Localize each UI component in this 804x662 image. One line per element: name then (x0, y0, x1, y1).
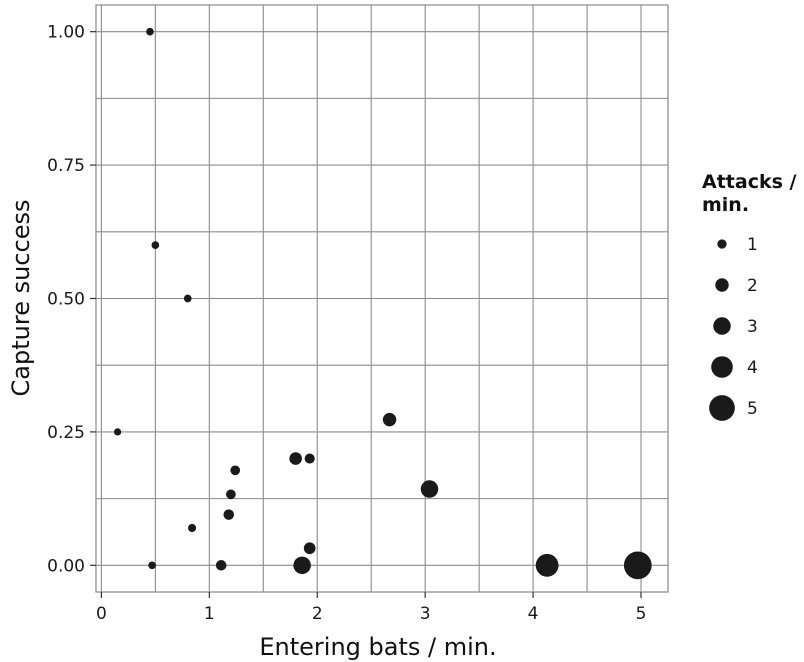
data-point (293, 556, 311, 575)
grid-lines (96, 5, 668, 592)
y-tick-label: 1.00 (47, 23, 85, 43)
legend-label: 3 (747, 317, 758, 337)
legend-key-circle (717, 239, 727, 249)
data-point (223, 509, 235, 520)
legend-label: 5 (747, 399, 758, 419)
data-point (303, 542, 316, 555)
y-tick-label: 0.50 (47, 290, 85, 310)
y-tick-label: 0.75 (47, 156, 85, 176)
data-points (113, 27, 652, 580)
legend-label: 2 (747, 276, 758, 296)
data-point (230, 465, 241, 476)
legend: Attacks /min. 1 2 3 4 5 (702, 171, 797, 421)
legend-label: 4 (747, 358, 758, 378)
data-point (183, 294, 192, 303)
data-point (148, 561, 156, 570)
x-tick-label: 5 (636, 604, 647, 624)
legend-label: 1 (747, 235, 758, 255)
data-point (113, 428, 122, 436)
data-point (289, 452, 302, 465)
legend-key-circle (713, 317, 731, 335)
data-point (382, 412, 397, 427)
legend-key-circle (711, 356, 733, 378)
data-point (420, 480, 439, 498)
axis-ticks: 0 1 2 3 4 5 0.00 0.25 0.50 0.75 1.00 (47, 23, 646, 624)
data-point (146, 27, 154, 36)
x-tick-label: 2 (312, 604, 323, 624)
x-tick-label: 4 (528, 604, 539, 624)
data-point (226, 489, 236, 500)
y-tick-label: 0.25 (47, 423, 85, 443)
x-tick-label: 1 (204, 604, 215, 624)
y-axis-title: Capture success (7, 200, 35, 397)
legend-title: min. (702, 194, 749, 216)
legend-title: Attacks / (702, 171, 797, 193)
data-point (151, 241, 160, 249)
x-tick-label: 3 (420, 604, 431, 624)
legend-key-circle (709, 395, 735, 421)
x-axis-title: Entering bats / min. (259, 633, 496, 661)
y-tick-label: 0.00 (47, 556, 85, 576)
legend-key-circle (715, 278, 729, 292)
data-point (304, 453, 315, 464)
data-point (623, 551, 652, 580)
x-tick-label: 0 (96, 604, 107, 624)
data-point (215, 560, 227, 571)
data-point (188, 523, 197, 532)
data-point (535, 553, 559, 577)
